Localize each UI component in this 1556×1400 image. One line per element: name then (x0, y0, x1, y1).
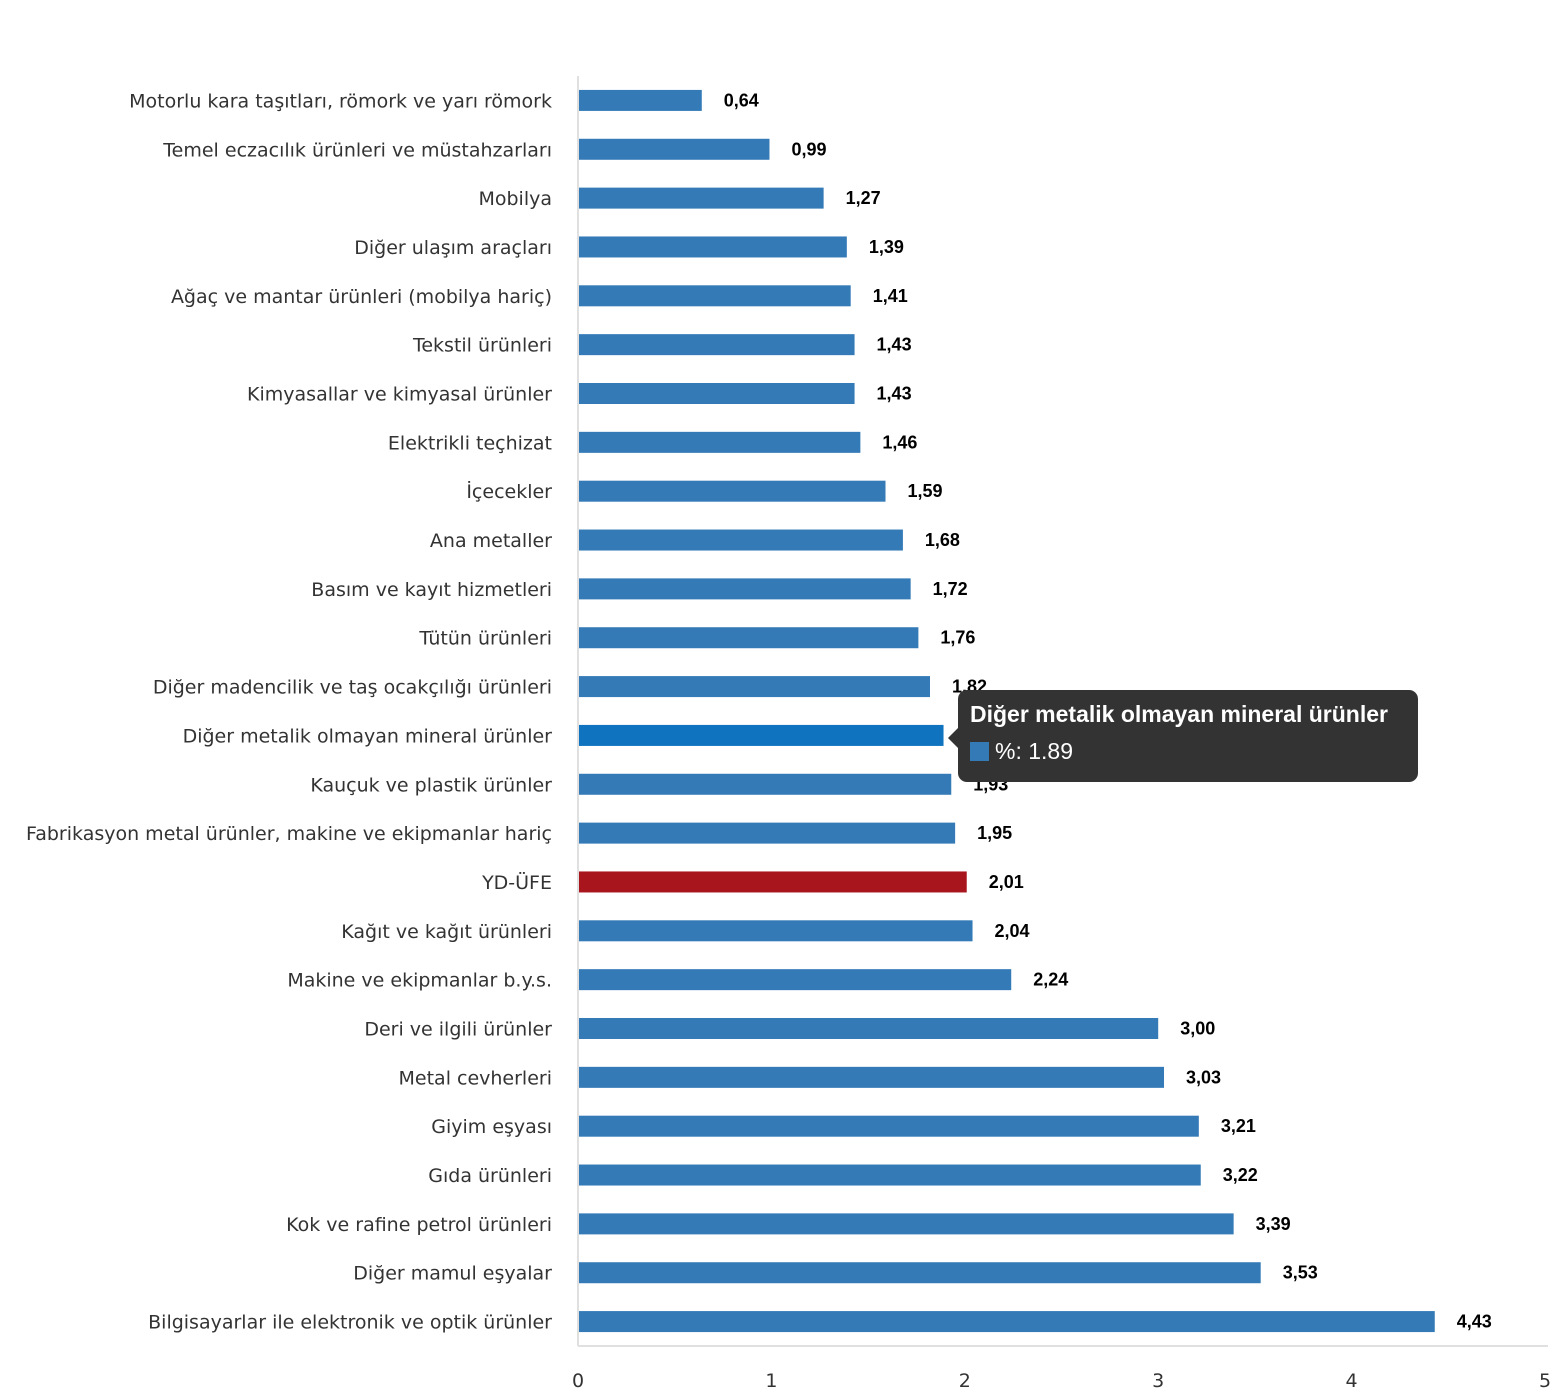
bar[interactable] (579, 578, 911, 600)
category-label: Mobilya (478, 188, 552, 210)
series-swatch-icon (970, 741, 989, 761)
bar[interactable] (579, 822, 956, 844)
tooltip-series-row: %: 1.89 (970, 738, 1406, 764)
category-label: Temel eczacılık ürünleri ve müstahzarlar… (162, 139, 552, 161)
bar[interactable] (579, 334, 855, 356)
category-label: Gıda ürünleri (428, 1165, 552, 1187)
bar[interactable] (579, 1311, 1435, 1333)
value-label: 1,76 (940, 628, 975, 648)
bar[interactable] (579, 969, 1012, 991)
value-label: 0,64 (724, 90, 759, 110)
value-label: 3,53 (1283, 1263, 1318, 1283)
bar[interactable] (579, 480, 886, 502)
value-label: 3,00 (1180, 1019, 1215, 1039)
value-label: 1,59 (908, 481, 943, 501)
bar[interactable] (579, 1066, 1165, 1088)
value-label: 3,03 (1186, 1067, 1221, 1087)
category-label: Metal cevherleri (399, 1067, 552, 1089)
bar[interactable] (579, 773, 952, 795)
category-label: Kimyasallar ve kimyasal ürünler (247, 384, 552, 406)
x-tick-label: 2 (959, 1370, 971, 1392)
category-label: Tütün ürünleri (418, 628, 552, 650)
bar[interactable] (579, 236, 847, 258)
category-label: Diğer metalik olmayan mineral ürünler (183, 725, 553, 747)
x-axis-ticks: 0 1 2 3 4 5 (572, 1370, 1551, 1392)
category-label: Makine ve ekipmanlar b.y.s. (287, 970, 552, 992)
value-label: 2,24 (1033, 970, 1068, 990)
bar[interactable] (579, 285, 851, 307)
value-label: 1,43 (877, 384, 912, 404)
category-labels: Motorlu kara taşıtları, römork ve yarı r… (26, 90, 552, 1333)
bar[interactable] (579, 529, 903, 551)
x-tick-label: 5 (1539, 1370, 1551, 1392)
category-label: Giyim eşyası (431, 1116, 552, 1138)
category-label: Diğer ulaşım araçları (354, 237, 552, 259)
value-label: 3,39 (1256, 1214, 1291, 1234)
category-label: Motorlu kara taşıtları, römork ve yarı r… (129, 90, 552, 112)
category-label: YD-ÜFE (481, 871, 552, 894)
value-label: 1,41 (873, 286, 908, 306)
value-label: 0,99 (791, 139, 826, 159)
bar[interactable] (579, 138, 770, 160)
bar[interactable] (579, 920, 973, 942)
tooltip-value: %: 1.89 (995, 738, 1073, 764)
x-tick-label: 1 (765, 1370, 777, 1392)
bar[interactable] (579, 1164, 1201, 1186)
category-label: Diğer mamul eşyalar (353, 1263, 552, 1285)
value-label: 1,68 (925, 530, 960, 550)
value-label: 4,43 (1457, 1312, 1492, 1332)
bar[interactable] (579, 1213, 1234, 1235)
category-label: Fabrikasyon metal ürünler, makine ve eki… (26, 823, 552, 845)
category-label: Deri ve ilgili ürünler (364, 1019, 552, 1041)
x-tick-label: 0 (572, 1370, 584, 1392)
value-label: 1,95 (977, 823, 1012, 843)
tooltip-title: Diğer metalik olmayan mineral ürünler (970, 701, 1388, 727)
bar[interactable] (579, 676, 930, 698)
bar[interactable] (579, 1262, 1261, 1284)
bar[interactable] (579, 89, 702, 111)
x-tick-label: 4 (1346, 1370, 1358, 1392)
value-label: 1,72 (933, 579, 968, 599)
value-label: 2,04 (995, 921, 1030, 941)
bar[interactable] (579, 627, 919, 649)
category-label: Ağaç ve mantar ürünleri (mobilya hariç) (171, 286, 552, 308)
category-label: Kauçuk ve plastik ürünler (310, 774, 552, 796)
category-label: Kağıt ve kağıt ürünleri (341, 921, 552, 943)
value-label: 1,43 (877, 335, 912, 355)
category-label: İçecekler (466, 480, 552, 503)
bar[interactable] (579, 187, 824, 209)
bar[interactable] (579, 871, 967, 893)
category-label: Ana metaller (430, 530, 552, 552)
bar[interactable] (579, 1115, 1199, 1137)
value-label: 1,46 (882, 432, 917, 452)
value-label: 1,39 (869, 237, 904, 257)
category-label: Kok ve rafine petrol ürünleri (286, 1214, 552, 1236)
x-tick-label: 3 (1152, 1370, 1164, 1392)
bars (579, 89, 1435, 1333)
tooltip: Diğer metalik olmayan mineral ürünler %:… (948, 690, 1418, 782)
bar[interactable] (579, 724, 944, 746)
category-label: Diğer madencilik ve taş ocakçılığı ürünl… (153, 677, 552, 699)
value-label: 1,27 (846, 188, 881, 208)
value-label: 3,21 (1221, 1116, 1256, 1136)
category-label: Elektrikli teçhizat (388, 432, 552, 454)
bar[interactable] (579, 431, 861, 453)
category-label: Basım ve kayıt hizmetleri (311, 579, 552, 601)
value-label: 3,22 (1223, 1165, 1258, 1185)
category-label: Bilgisayarlar ile elektronik ve optik ür… (148, 1312, 552, 1334)
value-label: 2,01 (989, 872, 1024, 892)
bar[interactable] (579, 383, 855, 404)
bar[interactable] (579, 1018, 1159, 1039)
category-label: Tekstil ürünleri (412, 335, 552, 357)
